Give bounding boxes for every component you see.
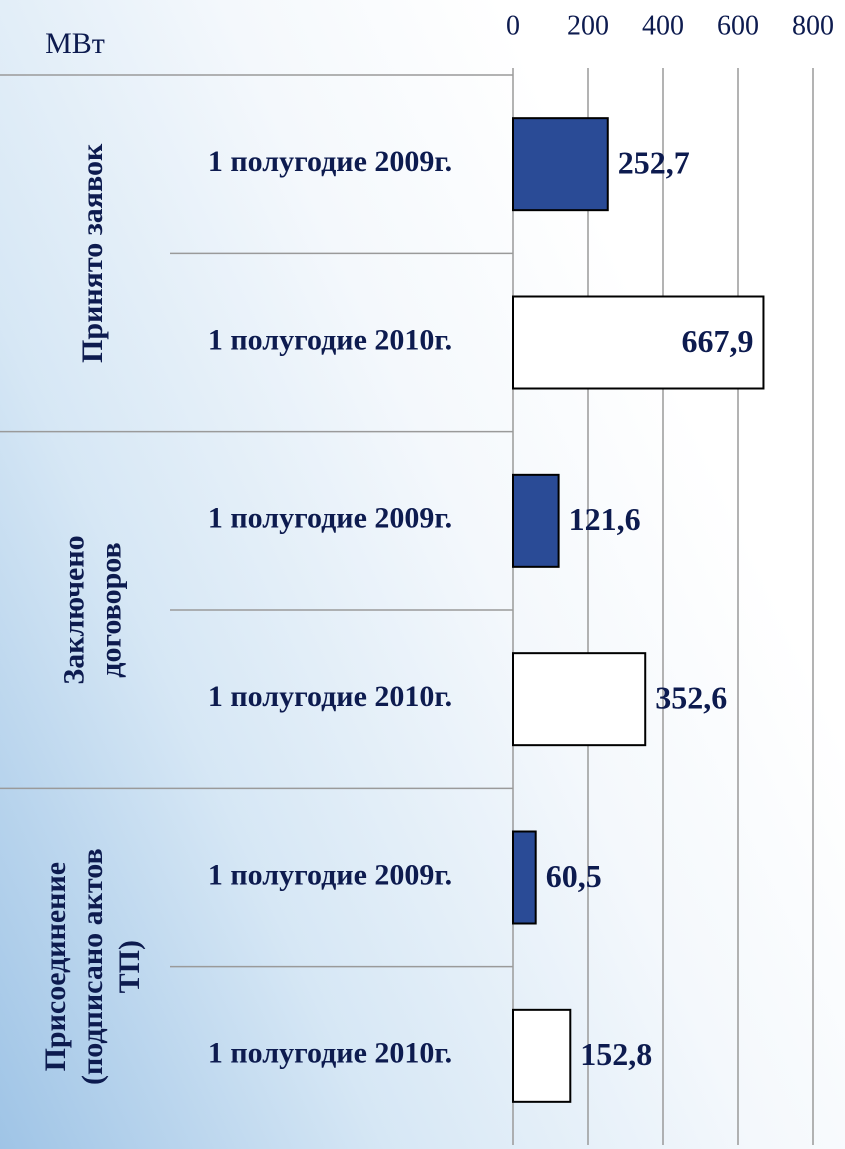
value-label: 252,7 (618, 145, 690, 181)
category-label: 1 полугодие 2010г. (208, 323, 452, 356)
group-label: Заключено (57, 535, 90, 684)
unit-label: МВт (45, 27, 105, 60)
category-label: 1 полугодие 2010г. (208, 1037, 452, 1070)
x-tick-label: 600 (717, 10, 759, 41)
value-label: 60,5 (546, 858, 602, 894)
category-label: 1 полугодие 2010г. (208, 680, 452, 713)
bar (512, 117, 609, 212)
category-label: 1 полугодие 2009г. (208, 145, 452, 178)
value-label: 121,6 (569, 501, 641, 537)
bar (512, 473, 560, 568)
group-label: ТП) (113, 940, 146, 993)
group-label: договоров (94, 542, 127, 677)
bar (512, 1008, 572, 1103)
bar (512, 652, 647, 747)
group-label: Присоединение (39, 862, 72, 1072)
group-label: (подписано актов (76, 848, 109, 1085)
value-label: 667,9 (681, 323, 753, 359)
value-label: 152,8 (580, 1036, 652, 1072)
bar (512, 295, 765, 390)
x-tick-label: 0 (506, 10, 520, 41)
x-tick-label: 400 (642, 10, 684, 41)
x-tick-label: 200 (567, 10, 609, 41)
value-label: 352,6 (655, 680, 727, 716)
x-tick-label: 800 (792, 10, 834, 41)
category-label: 1 полугодие 2009г. (208, 858, 452, 891)
group-label: Принято заявок (76, 143, 109, 363)
bar (512, 830, 537, 925)
category-label: 1 полугодие 2009г. (208, 502, 452, 535)
